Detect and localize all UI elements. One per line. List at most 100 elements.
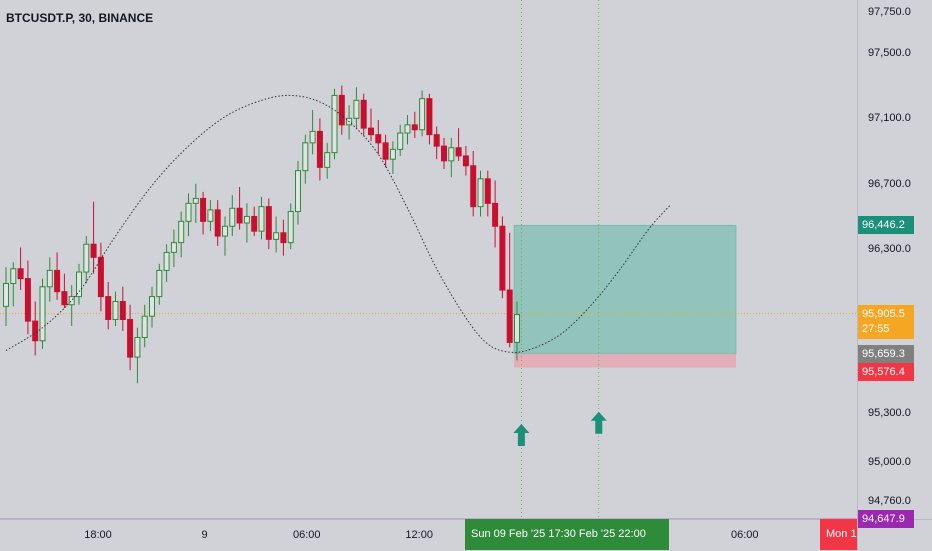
candle <box>10 268 17 284</box>
candle <box>229 207 236 227</box>
entry-price-tag: 95,659.3 <box>858 344 914 363</box>
candle <box>185 202 192 222</box>
candle <box>214 209 221 237</box>
take-profit-zone <box>513 224 737 355</box>
candle <box>222 225 228 237</box>
price-tick-label: 94,760.0 <box>868 495 911 508</box>
candle <box>192 197 199 204</box>
candle <box>389 148 396 160</box>
candle <box>419 98 426 131</box>
candle <box>484 178 491 204</box>
candle <box>265 206 272 240</box>
candle <box>295 170 301 213</box>
candle <box>455 147 462 157</box>
candle <box>76 271 82 298</box>
candle <box>141 315 148 338</box>
candle <box>411 124 418 131</box>
price-tick-label: 95,300.0 <box>868 406 911 419</box>
price-tick-label: 96,700.0 <box>868 177 911 190</box>
candle <box>149 296 155 317</box>
time-tick-label: 06:00 <box>730 529 759 541</box>
candle <box>54 269 61 293</box>
price-axis[interactable]: 97,750.0 97,500.0 97,100.0 96,700.0 96,300.0… <box>857 0 932 543</box>
candle <box>61 291 68 306</box>
candle <box>316 130 323 168</box>
candle <box>200 197 207 222</box>
candle <box>97 256 104 298</box>
candle <box>506 289 513 343</box>
candle <box>46 269 53 288</box>
take-profit-price-tag: 96,446.2 <box>858 216 914 235</box>
price-tick-label: 95,000.0 <box>868 455 911 468</box>
candle <box>83 243 90 273</box>
up-arrow-icon-1 <box>590 411 607 434</box>
candle <box>309 130 316 144</box>
candle <box>331 94 338 154</box>
candle <box>280 232 287 244</box>
candle <box>112 300 119 320</box>
candle <box>397 132 404 150</box>
candle <box>127 318 134 358</box>
stop-price-tag: 95,576.4 <box>858 362 914 381</box>
candle <box>499 225 506 291</box>
candle <box>287 211 294 244</box>
candle <box>514 314 520 343</box>
candle <box>163 251 170 271</box>
candle <box>426 98 433 136</box>
candle <box>17 268 24 280</box>
time-tick-label: 9 <box>201 529 208 541</box>
candle <box>375 134 382 144</box>
candle <box>368 127 374 136</box>
candle <box>324 152 331 168</box>
candle <box>156 269 163 298</box>
chart-canvas[interactable] <box>0 0 857 519</box>
candle <box>105 296 112 320</box>
price-tick-label: 96,300.0 <box>868 243 911 256</box>
symbol-title[interactable]: BTCUSDT.P, 30, BINANCE <box>6 11 154 25</box>
candle <box>338 94 345 126</box>
time-tick-label: 18:00 <box>84 529 112 541</box>
price-tick-label: 97,100.0 <box>868 112 911 125</box>
current-price-tag: 95,905.5 27:55 <box>858 304 914 339</box>
candle <box>258 206 265 232</box>
candle <box>134 336 141 358</box>
candle <box>360 99 367 129</box>
candle <box>441 145 447 162</box>
candle <box>207 209 214 222</box>
time-range-tag: Sun 09 Feb '25 17:30 Feb '25 22:00 <box>465 519 669 550</box>
candle <box>302 142 309 172</box>
candle <box>477 178 484 208</box>
candle <box>170 242 177 253</box>
candle <box>492 202 499 227</box>
up-arrow-icon-0 <box>513 423 530 446</box>
time-tick-label: 06:00 <box>292 529 321 541</box>
candle <box>32 320 39 342</box>
stop-loss-zone <box>514 353 736 368</box>
candle <box>39 286 46 342</box>
candle <box>404 124 411 134</box>
candle <box>470 165 477 208</box>
candle <box>90 243 97 258</box>
candle <box>119 300 126 320</box>
candle <box>462 155 469 167</box>
candle <box>24 278 31 322</box>
candle <box>3 282 9 307</box>
time-tick-label: 12:00 <box>405 529 433 541</box>
candle <box>382 142 389 160</box>
candle <box>251 215 258 232</box>
price-tick-label: 97,750.0 <box>868 6 911 18</box>
candle <box>178 220 185 244</box>
time-axis[interactable]: 18:00 9 06:00 12:00 06:00 <box>0 519 857 551</box>
candle <box>448 147 455 162</box>
candle <box>243 215 250 224</box>
price-tick-label: 97,500.0 <box>868 46 911 59</box>
projection-curve <box>5 94 671 353</box>
candle <box>433 134 440 147</box>
candle <box>353 99 360 119</box>
current-price-value: 95,905.5 <box>862 307 905 320</box>
candle <box>68 296 75 306</box>
candle <box>273 232 280 240</box>
purple-line-price-tag: 94,647.9 <box>858 510 914 529</box>
bar-countdown: 27:55 <box>862 322 890 335</box>
